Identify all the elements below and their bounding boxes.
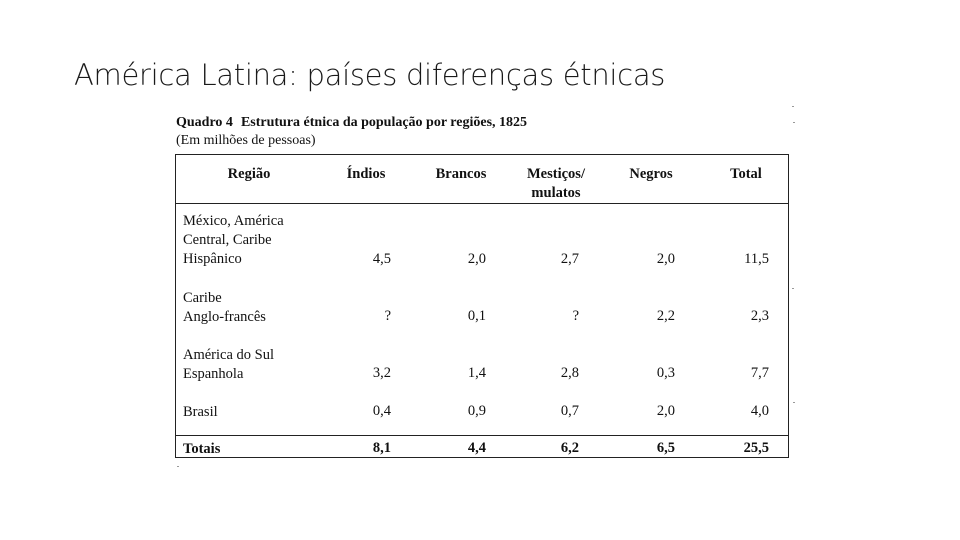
column-header-total: Total <box>730 166 762 182</box>
table-cell: 2,3 <box>750 308 769 324</box>
table-cell: 0,4 <box>372 403 391 419</box>
total-cell: 25,5 <box>743 440 769 456</box>
table-cell: 4,5 <box>372 251 391 267</box>
total-cell: 6,5 <box>656 440 675 456</box>
column-header-negros: Negros <box>629 166 673 182</box>
header-divider <box>176 203 788 204</box>
table-caption-title: Estrutura étnica da população por regiõe… <box>240 115 528 130</box>
scan-speck <box>793 122 795 123</box>
table-cell: ? <box>384 308 391 324</box>
row-region-mexico: México, América Central, Caribe Hispânic… <box>183 213 284 267</box>
table-cell: 2,7 <box>560 251 579 267</box>
table-cell: 1,4 <box>467 365 486 381</box>
total-cell: 8,1 <box>372 440 391 456</box>
column-header-brancos: Brancos <box>435 166 487 182</box>
row-region-caribe: Caribe Anglo-francês <box>183 290 266 325</box>
table-number: Quadro 4 <box>176 115 233 130</box>
table-cell: 2,0 <box>467 251 486 267</box>
column-header-mesticos: Mestiços/ mulatos <box>527 166 585 201</box>
table-cell: 2,8 <box>560 365 579 381</box>
table-cell: 2,0 <box>656 251 675 267</box>
table-cell: 3,2 <box>372 365 391 381</box>
ethnic-structure-table: Região Índios Brancos Mestiços/ mulatos … <box>175 154 789 458</box>
table-cell: 11,5 <box>744 251 769 267</box>
column-header-region: Região <box>227 166 271 182</box>
totals-label: Totais <box>183 441 221 457</box>
total-cell: 4,4 <box>467 440 486 456</box>
table-cell: 2,0 <box>656 403 675 419</box>
slide-title: América Latina: países diferenças étnica… <box>74 58 666 92</box>
total-cell: 6,2 <box>560 440 579 456</box>
table-cell: 0,3 <box>656 365 675 381</box>
table-cell: 0,9 <box>467 403 486 419</box>
table-caption: Quadro 4 Estrutura étnica da população po… <box>176 114 527 132</box>
table-cell: ? <box>572 308 579 324</box>
scan-speck <box>793 402 795 403</box>
table-cell: 4,0 <box>750 403 769 419</box>
scan-speck <box>792 106 794 107</box>
table-cell: 0,1 <box>467 308 486 324</box>
table-unit-note: (Em milhões de pessoas) <box>176 133 316 148</box>
totals-divider <box>176 435 788 436</box>
table-cell: 0,7 <box>560 403 579 419</box>
column-header-indios: Índios <box>346 166 386 182</box>
table-cell: 2,2 <box>656 308 675 324</box>
scan-speck <box>792 288 794 289</box>
table-cell: 7,7 <box>750 365 769 381</box>
row-region-america-sul: América do Sul Espanhola <box>183 347 275 382</box>
scanned-table-image: Quadro 4 Estrutura étnica da população po… <box>175 106 795 472</box>
scan-speck <box>177 466 179 467</box>
row-region-brasil: Brasil <box>183 404 218 420</box>
